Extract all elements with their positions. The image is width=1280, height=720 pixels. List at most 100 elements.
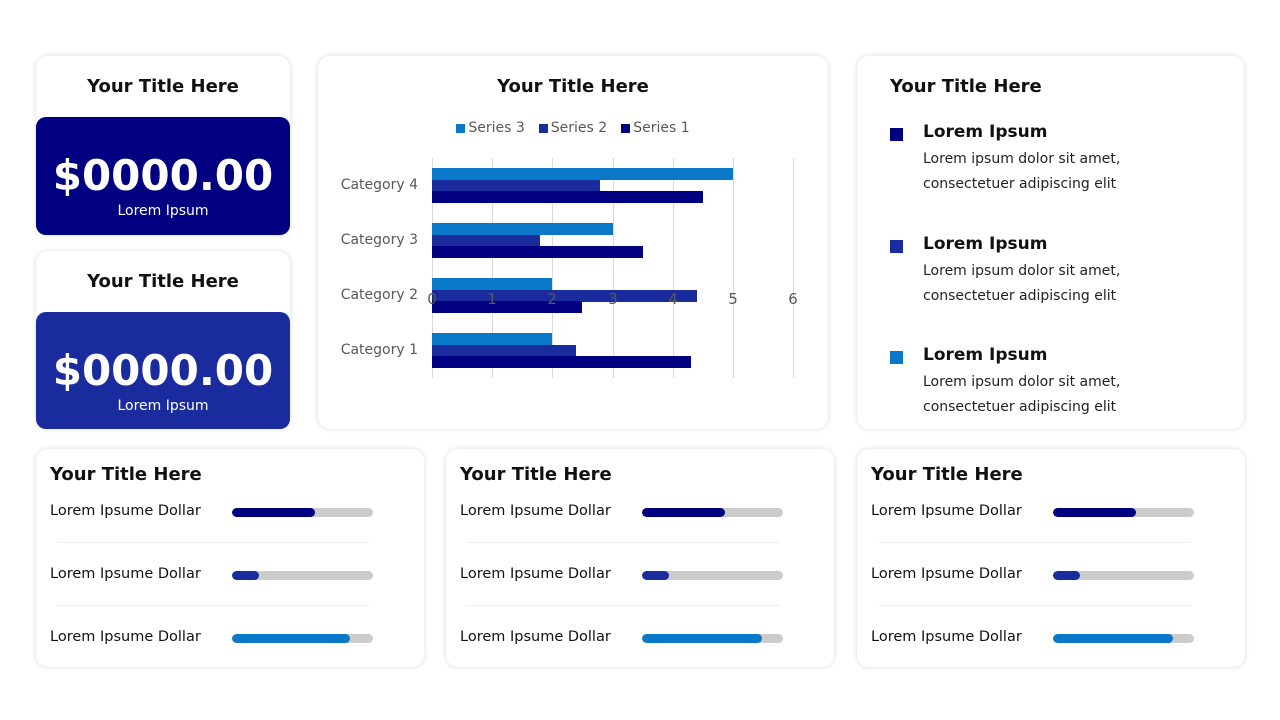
- x-tick-label: 4: [668, 290, 678, 308]
- bar-series-1-category-3: [432, 246, 643, 258]
- progress-card-2: Your Title Here Lorem Ipsume Dollar Lore…: [446, 449, 834, 667]
- bullet-card-title: Your Title Here: [890, 76, 1042, 97]
- category-label: Category 2: [340, 287, 418, 303]
- gridline: [492, 158, 493, 378]
- legend-swatch-icon: [621, 123, 631, 133]
- bar-series-2-category-3: [432, 234, 541, 247]
- progress-bar-fill: [642, 571, 669, 580]
- bullet-heading: Lorem Ipsum: [923, 234, 1048, 254]
- bullet-text-line: consectetuer adipiscing elit: [923, 176, 1117, 192]
- progress-row: Lorem Ipsume Dollar: [460, 503, 820, 523]
- gridline: [552, 158, 553, 378]
- x-tick-label: 0: [427, 290, 437, 308]
- square-bullet-icon: [890, 351, 903, 364]
- kpi-value: $0000.00: [52, 346, 274, 395]
- legend-swatch-icon: [538, 123, 548, 133]
- progress-label: Lorem Ipsume Dollar: [871, 503, 1022, 519]
- legend-item-series-3: Series 3: [456, 120, 525, 136]
- row-divider: [57, 542, 370, 543]
- progress-bar-track: [1053, 508, 1194, 517]
- legend-label: Series 3: [468, 120, 525, 136]
- progress-bar-fill: [232, 571, 259, 580]
- progress-row: Lorem Ipsume Dollar: [460, 629, 820, 649]
- bar-series-3-category-3: [432, 223, 613, 235]
- gridline: [432, 158, 433, 378]
- progress-bar-track: [232, 634, 373, 643]
- progress-bar-fill: [1053, 571, 1080, 580]
- bar-series-3-category-1: [432, 333, 553, 345]
- bullet-text-line: consectetuer adipiscing elit: [923, 399, 1117, 415]
- chart-card: Your Title Here Series 3 Series 2 Series…: [318, 56, 828, 429]
- gridline: [793, 158, 794, 378]
- progress-label: Lorem Ipsume Dollar: [871, 566, 1022, 582]
- legend-item-series-2: Series 2: [538, 120, 608, 136]
- row-divider: [467, 605, 780, 606]
- square-bullet-icon: [890, 128, 903, 141]
- bullet-text: Lorem ipsum dolor sit amet, consectetuer …: [923, 259, 1120, 309]
- x-tick-label: 2: [547, 290, 557, 308]
- kpi-title: Your Title Here: [87, 271, 239, 292]
- bar-series-1-category-1: [432, 356, 691, 368]
- progress-bar-fill: [642, 634, 762, 643]
- row-divider: [467, 542, 780, 543]
- bar-series-1-category-4: [432, 191, 703, 203]
- bullet-text-line: Lorem ipsum dolor sit amet,: [923, 263, 1121, 279]
- chart-title: Your Title Here: [497, 76, 649, 97]
- progress-row: Lorem Ipsume Dollar: [50, 629, 410, 649]
- progress-label: Lorem Ipsume Dollar: [460, 629, 611, 645]
- progress-bar-fill: [1053, 634, 1173, 643]
- bullet-list-card: Your Title Here Lorem Ipsum Lorem ipsum …: [857, 56, 1244, 429]
- chart-legend: Series 3 Series 2 Series 1: [318, 120, 828, 136]
- kpi-value: $0000.00: [52, 151, 274, 200]
- bullet-text-line: Lorem ipsum dolor sit amet,: [923, 374, 1121, 390]
- progress-bar-track: [642, 508, 783, 517]
- legend-label: Series 2: [550, 120, 608, 136]
- bullet-text: Lorem ipsum dolor sit amet, consectetuer …: [923, 370, 1120, 420]
- progress-bar-fill: [642, 508, 726, 517]
- progress-card-3: Your Title Here Lorem Ipsume Dollar Lore…: [857, 449, 1245, 667]
- bar-series-2-category-1: [432, 344, 577, 357]
- progress-bar-fill: [232, 634, 351, 643]
- progress-bar-track: [642, 571, 783, 580]
- progress-bar-track: [232, 571, 373, 580]
- progress-bar-track: [1053, 571, 1194, 580]
- progress-card-title: Your Title Here: [460, 464, 612, 485]
- category-label: Category 4: [340, 177, 418, 193]
- category-label: Category 3: [340, 232, 418, 248]
- row-divider: [57, 605, 370, 606]
- progress-bar-track: [642, 634, 783, 643]
- kpi-value-box: $0000.00 Lorem Ipsum: [36, 312, 290, 429]
- gridline: [733, 158, 734, 378]
- progress-label: Lorem Ipsume Dollar: [50, 566, 201, 582]
- bar-series-3-category-2: [432, 278, 553, 290]
- progress-bar-fill: [1053, 508, 1137, 517]
- progress-bar-track: [232, 508, 373, 517]
- progress-bar-fill: [232, 508, 316, 517]
- progress-card-1: Your Title Here Lorem Ipsume Dollar Lore…: [36, 449, 424, 667]
- legend-swatch-icon: [456, 123, 466, 133]
- progress-bar-track: [1053, 634, 1194, 643]
- bar-series-1-category-2: [432, 301, 583, 313]
- bullet-heading: Lorem Ipsum: [923, 122, 1048, 142]
- progress-row: Lorem Ipsume Dollar: [871, 503, 1231, 523]
- kpi-title: Your Title Here: [87, 76, 239, 97]
- bullet-heading: Lorem Ipsum: [923, 345, 1048, 365]
- x-tick-label: 1: [487, 290, 497, 308]
- kpi-card-1: Your Title Here $0000.00 Lorem Ipsum: [36, 56, 290, 235]
- x-tick-label: 6: [788, 290, 798, 308]
- progress-label: Lorem Ipsume Dollar: [460, 503, 611, 519]
- progress-row: Lorem Ipsume Dollar: [50, 503, 410, 523]
- progress-row: Lorem Ipsume Dollar: [460, 566, 820, 586]
- bullet-text: Lorem ipsum dolor sit amet, consectetuer …: [923, 147, 1120, 197]
- row-divider: [878, 605, 1191, 606]
- progress-label: Lorem Ipsume Dollar: [871, 629, 1022, 645]
- gridline: [673, 158, 674, 378]
- square-bullet-icon: [890, 240, 903, 253]
- kpi-value-box: $0000.00 Lorem Ipsum: [36, 117, 290, 235]
- progress-card-title: Your Title Here: [50, 464, 202, 485]
- progress-card-title: Your Title Here: [871, 464, 1023, 485]
- progress-row: Lorem Ipsume Dollar: [871, 566, 1231, 586]
- bullet-text-line: Lorem ipsum dolor sit amet,: [923, 151, 1121, 167]
- legend-label: Series 1: [633, 120, 690, 136]
- bar-series-2-category-2: [432, 289, 697, 302]
